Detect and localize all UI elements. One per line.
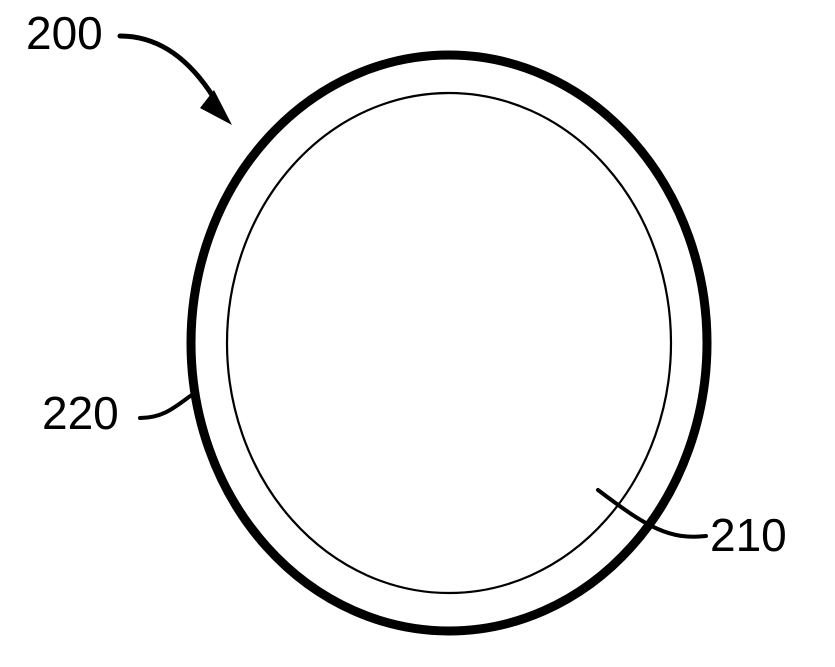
ref-label-200: 200 — [26, 6, 103, 60]
outer-ellipse — [191, 55, 707, 631]
figure-svg — [0, 0, 835, 667]
ref-label-220: 220 — [42, 386, 119, 440]
arrow-200-head — [200, 90, 232, 125]
arrow-200-shaft — [120, 36, 214, 98]
ref-label-210: 210 — [710, 508, 787, 562]
patent-figure: 200 220 210 — [0, 0, 835, 667]
leader-220 — [140, 392, 196, 418]
inner-ellipse — [227, 93, 671, 593]
